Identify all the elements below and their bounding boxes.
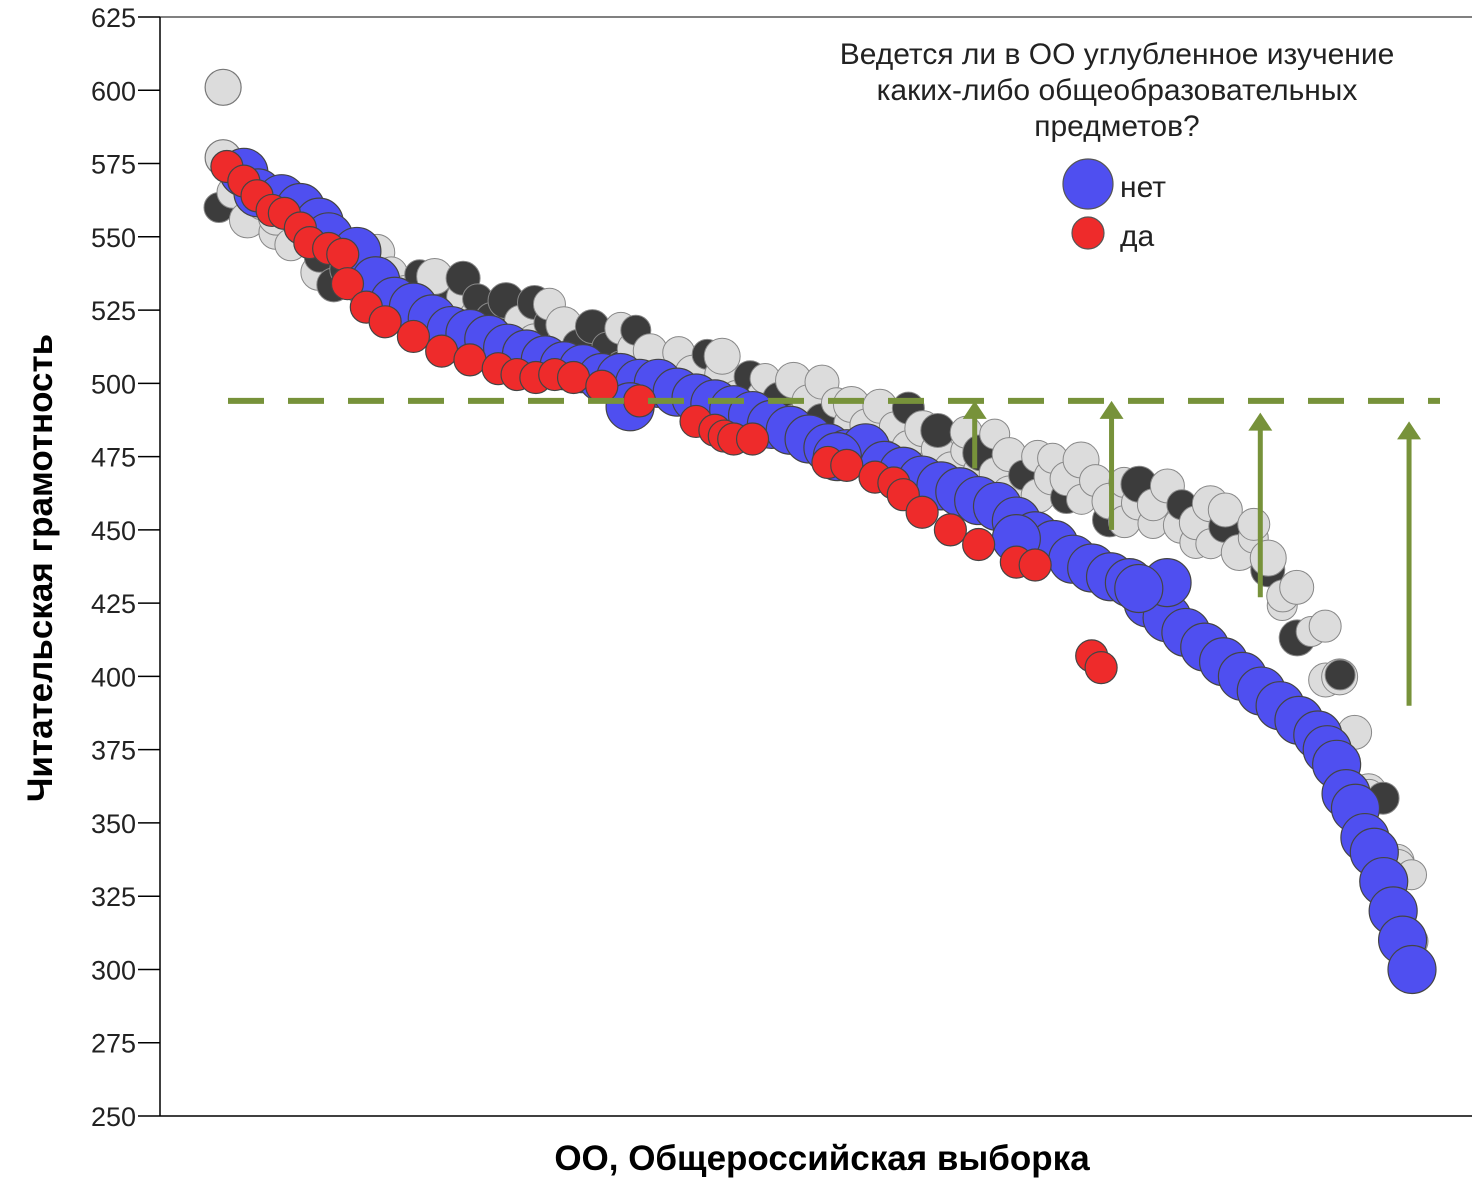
background-point <box>1308 609 1342 643</box>
point-da <box>396 319 431 354</box>
point-da <box>933 513 967 547</box>
y-tick-label: 500 <box>91 369 136 399</box>
background-points-layer <box>203 68 1429 958</box>
y-tick-label: 575 <box>91 150 136 180</box>
point-da <box>1084 651 1118 685</box>
point-net <box>1114 563 1164 614</box>
legend-marker-da <box>1071 216 1105 250</box>
y-tick-label: 550 <box>91 223 136 253</box>
arrow-head <box>1397 421 1422 440</box>
arrow-head <box>1099 400 1124 419</box>
legend-marker-net <box>1062 158 1114 210</box>
legend-label-net: нет <box>1120 171 1166 204</box>
annotation-layer <box>228 397 1440 706</box>
arrow-head <box>962 400 987 419</box>
legend: Ведется ли в ОО углубленное изучение каки… <box>840 38 1395 253</box>
legend-title: Ведется ли в ОО углубленное изучение каки… <box>840 38 1395 143</box>
point-da <box>556 360 591 395</box>
y-tick-label: 600 <box>91 76 136 106</box>
series-layer <box>210 147 1437 995</box>
background-point <box>1249 539 1287 577</box>
arrow-head <box>1248 412 1273 431</box>
y-axis-ticks: 250 275 300 325 350 375 400 425 450 475 500 525 550 5… <box>91 3 160 1132</box>
y-tick-label: 275 <box>91 1029 136 1059</box>
background-point <box>1207 492 1243 528</box>
background-point <box>1237 507 1271 541</box>
y-tick-label: 375 <box>91 736 136 766</box>
point-da <box>326 237 360 271</box>
background-point <box>1279 569 1315 605</box>
point-net <box>1387 944 1437 995</box>
background-point <box>920 412 956 448</box>
y-tick-label: 525 <box>91 296 136 326</box>
point-da <box>905 495 939 529</box>
background-point <box>1324 659 1356 691</box>
legend-label-da: да <box>1120 220 1155 253</box>
y-tick-label: 425 <box>91 589 136 619</box>
point-da <box>425 334 459 368</box>
y-tick-label: 400 <box>91 662 136 692</box>
point-da <box>962 527 996 562</box>
background-point <box>204 68 242 106</box>
y-tick-label: 350 <box>91 809 136 839</box>
point-da <box>1018 548 1052 582</box>
point-da <box>330 267 365 301</box>
y-tick-label: 250 <box>91 1102 136 1132</box>
point-da <box>368 305 402 339</box>
y-tick-label: 475 <box>91 443 136 473</box>
x-axis-title: ОО, Общероссийская выборка <box>554 1139 1090 1178</box>
y-tick-label: 450 <box>91 516 136 546</box>
y-tick-label: 625 <box>91 3 136 33</box>
background-point <box>703 337 741 375</box>
point-da <box>735 422 770 456</box>
y-tick-label: 325 <box>91 882 136 912</box>
point-da <box>830 448 864 482</box>
y-axis-title: Читательская грамотность <box>21 334 60 802</box>
y-tick-label: 300 <box>91 955 136 985</box>
point-da <box>453 343 487 377</box>
point-da <box>585 369 619 403</box>
